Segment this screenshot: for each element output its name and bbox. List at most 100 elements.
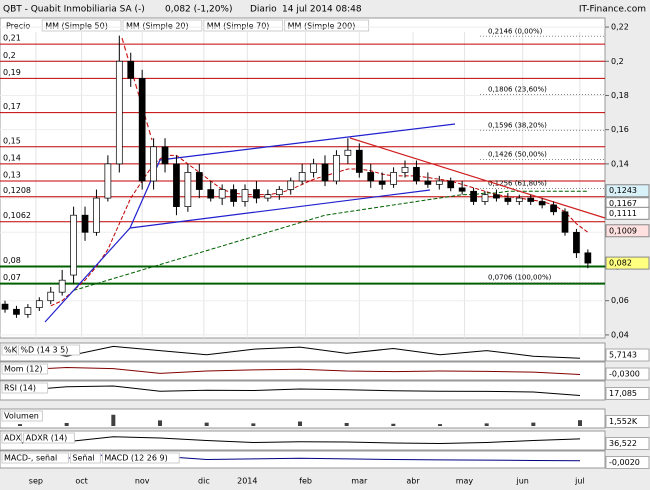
candle-body: [310, 163, 317, 173]
indicator-title: RSI (14): [4, 384, 36, 393]
candle-body: [550, 204, 557, 213]
candle-body: [470, 190, 477, 202]
indicator-panel: [0, 408, 606, 429]
candle-body: [184, 172, 192, 207]
level-label: 0,1062: [3, 211, 31, 220]
candle-body: [298, 172, 306, 182]
price-label-box: [605, 184, 650, 198]
layer: sep oct nov dic 2014 feb mar abr may jun jul 0,1243…: [1, 35, 650, 486]
volume-bar: [391, 423, 396, 426]
indicator-panel: [0, 430, 606, 451]
indicator-title: Volumen: [4, 412, 39, 421]
legend-label: MM (Simple 20): [126, 22, 189, 31]
level-label: 0,2: [3, 51, 16, 60]
indicator-title-box: [1, 410, 43, 422]
candle-body: [584, 252, 592, 264]
candle-body: [401, 166, 409, 173]
price-label: 0,1009: [609, 226, 637, 235]
level-label: 0,21: [3, 34, 21, 43]
candle-body: [413, 166, 420, 182]
level-label: 0,13: [3, 170, 21, 179]
indicator-value-box: [605, 456, 650, 469]
x-tick-label: feb: [299, 477, 312, 486]
candle-body: [481, 194, 489, 202]
indicator-title: Señal: [72, 454, 94, 463]
price-label-box: [605, 256, 650, 270]
fib-label: 0,1596 (38,20%): [488, 121, 547, 129]
trendline: [44, 227, 131, 323]
fib-label: 0,1256 (61,80%): [488, 180, 547, 188]
indicator-title-box: [69, 452, 101, 464]
y-tick-label: 0,14: [611, 159, 629, 168]
indicator-title-box: [1, 382, 49, 394]
candle-body: [115, 60, 123, 165]
trendline: [159, 123, 456, 161]
level-label: 0,19: [3, 68, 21, 77]
price-label-box: [605, 206, 650, 220]
indicator-value: 17,085: [609, 389, 637, 398]
level-label: 0,08: [3, 256, 21, 265]
candle-body: [35, 300, 43, 308]
volume-bar: [344, 423, 349, 426]
candle-body: [287, 180, 295, 190]
indicator-title: %K: [4, 346, 18, 355]
level-label: 0,07: [3, 273, 21, 282]
price-label: 0,082: [609, 259, 632, 268]
x-tick-label: 2014: [237, 477, 257, 486]
indicator-title: MACD-, señal: [4, 454, 57, 463]
indicator-value: 36,522: [609, 439, 637, 448]
trendline: [121, 37, 153, 141]
indicator-line: [19, 345, 581, 359]
candle-body: [367, 172, 375, 182]
layer: Precio MM (Simple 50) MM (Simple 20) MM (Si…: [0, 19, 629, 469]
trendline: [349, 137, 606, 219]
candle-body: [13, 308, 20, 315]
fib-label: 0,1806 (23,60%): [488, 85, 547, 93]
indicator-value-box: [605, 415, 650, 428]
y-tick-label: 0,2: [611, 57, 624, 66]
indicator-title: Mom (12): [4, 365, 43, 374]
candle-body: [538, 201, 546, 206]
level-label: 0,15: [3, 136, 21, 145]
candle-body: [173, 163, 180, 207]
level-label: 0,17: [3, 102, 21, 111]
candle-body: [493, 194, 500, 199]
source: IT-Finance.com: [579, 5, 646, 15]
volume-bar: [204, 422, 209, 426]
candle-body: [458, 187, 466, 192]
chart-title: QBT - Quabit Inmobiliaria SA (-): [3, 5, 145, 15]
fib-label: 0,1426 (50,00%): [488, 150, 547, 158]
price-label: 0,1167: [609, 199, 637, 208]
period: Diario: [250, 5, 277, 15]
candle-body: [447, 180, 455, 189]
indicator-panel: [0, 342, 606, 362]
level-label: 0,1208: [3, 186, 31, 195]
candle-body: [241, 189, 249, 202]
volume-bar: [111, 414, 116, 426]
legend-box: [122, 19, 203, 32]
price-label: 0,1111: [609, 209, 637, 218]
indicator-title-box: [17, 344, 81, 356]
candle-body: [93, 197, 100, 233]
indicator-panel: [0, 380, 606, 401]
indicator-title: MACD (12 26 9): [104, 454, 167, 463]
y-tick-label: 0,06: [611, 296, 629, 305]
indicator-line: [19, 366, 581, 375]
candle-body: [70, 214, 77, 276]
indicator-value-box: [605, 437, 650, 450]
candle-body: [527, 197, 535, 202]
legend-box: [284, 19, 370, 32]
legend-label: MM (Simple 50): [45, 22, 108, 31]
legend-label: MM (Simple 200): [288, 22, 356, 31]
x-tick-label: may: [456, 477, 474, 486]
candle-body: [435, 180, 443, 185]
candle-body: [515, 197, 523, 202]
candle-body: [47, 291, 55, 302]
quote: 0,082 (-1,20%): [165, 5, 233, 15]
price-label-box: [605, 224, 650, 238]
candle-body: [138, 78, 146, 182]
candle-body: [24, 307, 32, 315]
x-tick-label: jul: [574, 477, 585, 486]
